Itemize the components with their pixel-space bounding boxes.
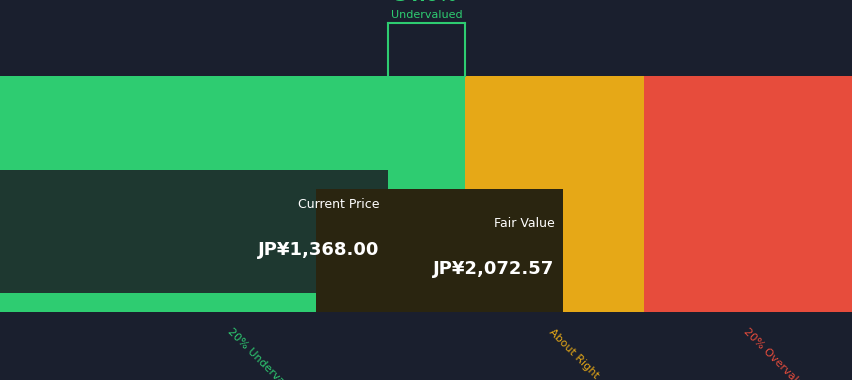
Text: Current Price: Current Price [297,198,379,211]
Bar [0,170,388,293]
Text: 20% Overvalued: 20% Overvalued [740,327,813,380]
Bar [643,76,852,312]
Text: Fair Value: Fair Value [493,217,554,230]
Bar [0,76,464,312]
Text: 34.0%: 34.0% [394,0,458,5]
Text: 20% Undervalued: 20% Undervalued [225,327,302,380]
Bar [315,189,562,312]
Text: About Right: About Right [547,327,601,380]
Text: JP¥2,072.57: JP¥2,072.57 [433,260,554,278]
Text: JP¥1,368.00: JP¥1,368.00 [258,241,379,259]
Text: Undervalued: Undervalued [390,10,462,20]
Bar [464,76,643,312]
